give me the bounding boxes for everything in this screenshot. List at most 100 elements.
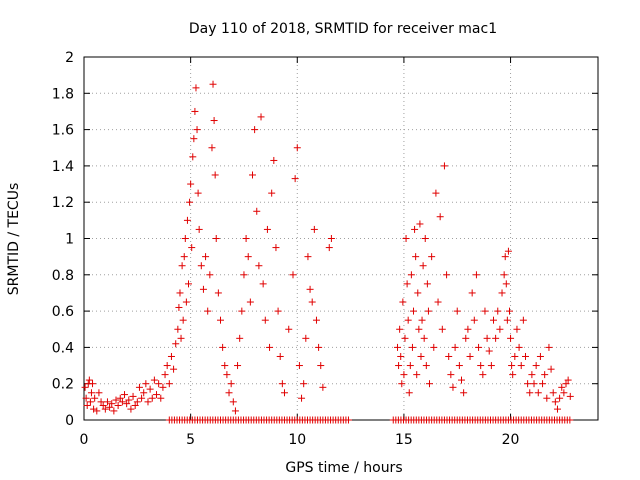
chart-title: Day 110 of 2018, SRMTID for receiver mac… xyxy=(189,21,497,37)
data-point xyxy=(219,343,227,351)
data-point xyxy=(327,235,335,242)
data-point xyxy=(500,271,508,279)
data-point xyxy=(315,343,323,351)
data-point xyxy=(244,253,252,261)
data-point xyxy=(460,389,468,397)
data-point xyxy=(302,334,310,342)
data-point xyxy=(81,383,89,391)
data-point xyxy=(93,407,101,415)
data-point xyxy=(108,400,116,408)
data-point xyxy=(253,207,261,215)
data-point xyxy=(82,394,90,402)
data-point xyxy=(455,362,463,370)
data-point xyxy=(407,271,415,279)
data-point xyxy=(209,80,217,88)
data-point xyxy=(101,405,109,413)
data-point xyxy=(266,343,274,351)
data-point xyxy=(155,380,163,388)
data-point xyxy=(511,352,519,360)
data-point xyxy=(274,307,282,315)
data-point xyxy=(268,189,276,197)
data-point xyxy=(199,285,207,293)
data-point xyxy=(403,280,411,288)
data-point xyxy=(150,376,158,384)
data-point xyxy=(125,396,133,404)
data-point xyxy=(95,389,103,397)
data-point xyxy=(176,289,184,297)
data-point xyxy=(240,271,248,279)
data-point xyxy=(434,298,442,306)
x-tick-label: 5 xyxy=(186,432,195,448)
data-point xyxy=(536,352,544,360)
data-point xyxy=(445,352,453,360)
data-point xyxy=(325,244,333,252)
data-point xyxy=(259,280,267,288)
data-point xyxy=(543,394,551,402)
data-point xyxy=(251,126,259,134)
data-point xyxy=(464,325,472,333)
data-point xyxy=(344,416,352,424)
data-point xyxy=(423,280,431,288)
data-point xyxy=(395,362,403,370)
data-point xyxy=(405,389,413,397)
data-point xyxy=(556,394,564,402)
data-point xyxy=(85,376,93,384)
data-point xyxy=(402,235,410,242)
data-point xyxy=(112,396,120,404)
data-point xyxy=(308,298,316,306)
data-point xyxy=(148,394,156,402)
y-tick-labels: 0 0.2 0.4 0.6 0.8 1 1.2 1.4 1.6 1.8 2 xyxy=(52,50,74,429)
data-point xyxy=(211,171,219,179)
y-tick-label: 1.4 xyxy=(52,159,74,175)
data-point xyxy=(449,383,457,391)
data-point xyxy=(443,271,451,279)
data-point xyxy=(191,107,199,115)
data-point xyxy=(481,307,489,315)
data-point xyxy=(496,325,504,333)
data-point xyxy=(159,383,167,391)
data-point xyxy=(223,371,231,379)
x-tick-label: 20 xyxy=(502,432,520,448)
y-tick-label: 1 xyxy=(65,232,74,248)
data-point xyxy=(216,316,224,324)
data-point xyxy=(106,403,114,411)
data-point xyxy=(306,285,314,293)
data-point xyxy=(477,362,485,370)
data-point xyxy=(310,225,318,233)
data-point xyxy=(116,394,124,402)
data-point xyxy=(177,334,185,342)
data-point xyxy=(246,298,254,306)
data-point xyxy=(204,307,212,315)
data-point xyxy=(415,325,423,333)
data-point xyxy=(236,334,244,342)
x-tick-labels: 0 5 10 15 20 xyxy=(80,432,520,448)
data-point xyxy=(186,198,194,206)
y-tick-label: 2 xyxy=(65,50,74,66)
x-tick-label: 0 xyxy=(80,432,89,448)
data-point xyxy=(97,398,105,406)
data-point xyxy=(185,280,193,288)
data-point xyxy=(420,334,428,342)
data-point xyxy=(221,362,229,370)
data-point xyxy=(146,385,154,393)
data-point xyxy=(87,389,95,397)
data-point xyxy=(419,262,427,270)
data-point xyxy=(103,398,111,406)
data-point xyxy=(515,343,523,351)
data-point xyxy=(317,362,325,370)
data-point xyxy=(406,362,414,370)
data-point xyxy=(519,316,527,324)
data-point xyxy=(418,316,426,324)
data-point xyxy=(483,334,491,342)
data-point xyxy=(564,376,572,384)
data-point xyxy=(507,334,515,342)
data-point xyxy=(188,244,196,252)
data-point xyxy=(447,371,455,379)
y-axis-label: SRMTID / TECUs xyxy=(6,183,22,296)
data-point xyxy=(399,298,407,306)
data-point xyxy=(470,316,478,324)
y-tick-label: 0.8 xyxy=(52,268,74,284)
data-point xyxy=(170,365,178,373)
data-point xyxy=(502,280,510,288)
